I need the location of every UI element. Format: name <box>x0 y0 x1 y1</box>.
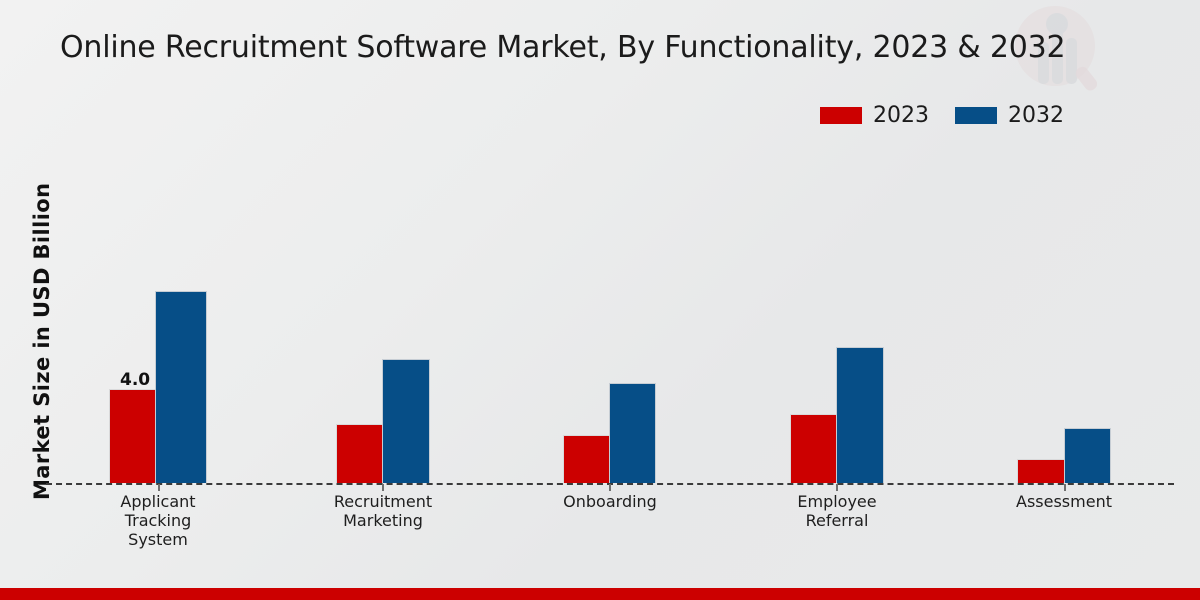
bar-2023-assessment[interactable] <box>1017 459 1065 483</box>
axis-tick-1 <box>158 484 160 491</box>
bar-2023-onboarding[interactable] <box>563 435 610 483</box>
footer-accent-bar <box>0 588 1200 600</box>
axis-tick-5 <box>1064 484 1066 491</box>
bar-2032-assessment[interactable] <box>1064 428 1111 483</box>
legend-label-2023: 2023 <box>873 103 929 128</box>
bar-2032-recruitment-marketing[interactable] <box>382 359 430 483</box>
bar-2032-applicant-tracking-system[interactable] <box>155 291 207 483</box>
bar-value-2023-applicant-tracking-system: 4.0 <box>120 370 151 390</box>
bar-2023-employee-referral[interactable] <box>790 414 838 483</box>
axis-tick-2 <box>382 484 384 491</box>
legend-item-2023[interactable]: 2023 <box>820 103 929 128</box>
category-label-assessment: Assessment <box>1016 492 1112 511</box>
axis-tick-4 <box>836 484 838 491</box>
category-label-onboarding: Onboarding <box>563 492 657 511</box>
axis-tick-3 <box>609 484 611 491</box>
bar-2023-recruitment-marketing[interactable] <box>336 424 384 483</box>
legend-swatch-2023 <box>820 107 862 124</box>
chart-title: Online Recruitment Software Market, By F… <box>60 30 1066 65</box>
category-label-employee-referral: Employee Referral <box>797 492 877 530</box>
category-label-recruitment-marketing: Recruitment Marketing <box>333 492 433 530</box>
legend-item-2032[interactable]: 2032 <box>955 103 1064 128</box>
legend-label-2032: 2032 <box>1008 103 1064 128</box>
bar-2023-applicant-tracking-system[interactable] <box>109 389 157 483</box>
category-label-applicant-tracking-system: Applicant Tracking System <box>120 492 196 549</box>
legend-swatch-2032 <box>955 107 997 124</box>
bar-2032-onboarding[interactable] <box>609 383 656 483</box>
chart-legend: 2023 2032 <box>820 103 1064 128</box>
bar-2032-employee-referral[interactable] <box>836 347 884 483</box>
